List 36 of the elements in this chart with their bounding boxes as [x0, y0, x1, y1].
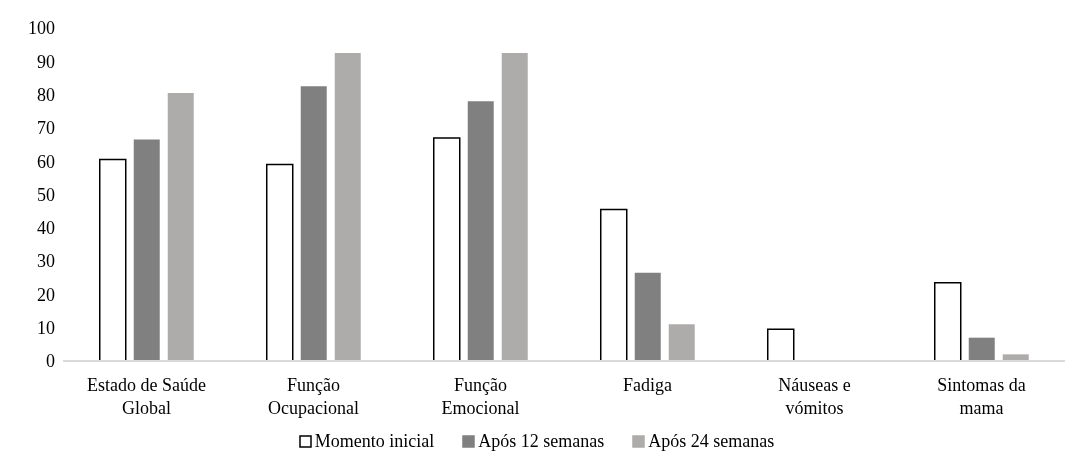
x-tick-label: Fadiga: [623, 375, 672, 395]
y-tick-label: 90: [37, 51, 55, 72]
y-tick-label: 100: [28, 18, 55, 39]
bar: [300, 86, 327, 361]
y-tick-label: 20: [37, 284, 55, 305]
x-tick-label: Náuseas e vómitos: [778, 375, 851, 418]
bar: [334, 52, 361, 361]
x-tick-label: Função Ocupacional: [268, 375, 359, 418]
legend-label: Após 24 semanas: [648, 431, 775, 452]
y-tick-label: 70: [37, 118, 55, 139]
y-tick-label: 40: [37, 218, 55, 239]
bar: [933, 282, 962, 361]
x-tick-label: Função Emocional: [441, 375, 520, 418]
y-tick-label: 80: [37, 84, 55, 105]
bar: [1002, 354, 1029, 361]
y-tick-label: 30: [37, 251, 55, 272]
y-tick-label: 0: [46, 351, 55, 372]
y-tick-label: 10: [37, 318, 55, 339]
x-tick-label: Sintomas da mama: [937, 375, 1026, 418]
bar: [432, 137, 461, 361]
bar: [668, 324, 695, 361]
bar: [634, 272, 661, 361]
bar: [167, 92, 194, 361]
bar: [599, 208, 628, 361]
y-tick-label: 50: [37, 184, 55, 205]
x-tick-label: Estado de Saúde Global: [87, 375, 206, 418]
legend-label: Após 12 semanas: [478, 431, 605, 452]
bar: [766, 328, 795, 361]
bar: [501, 52, 528, 361]
bar: [467, 101, 494, 361]
bar: [133, 139, 160, 361]
bar: [968, 337, 995, 361]
legend-label: Momento inicial: [314, 431, 435, 452]
bar: [98, 158, 127, 361]
y-tick-label: 60: [37, 151, 55, 172]
bar: [265, 163, 294, 361]
